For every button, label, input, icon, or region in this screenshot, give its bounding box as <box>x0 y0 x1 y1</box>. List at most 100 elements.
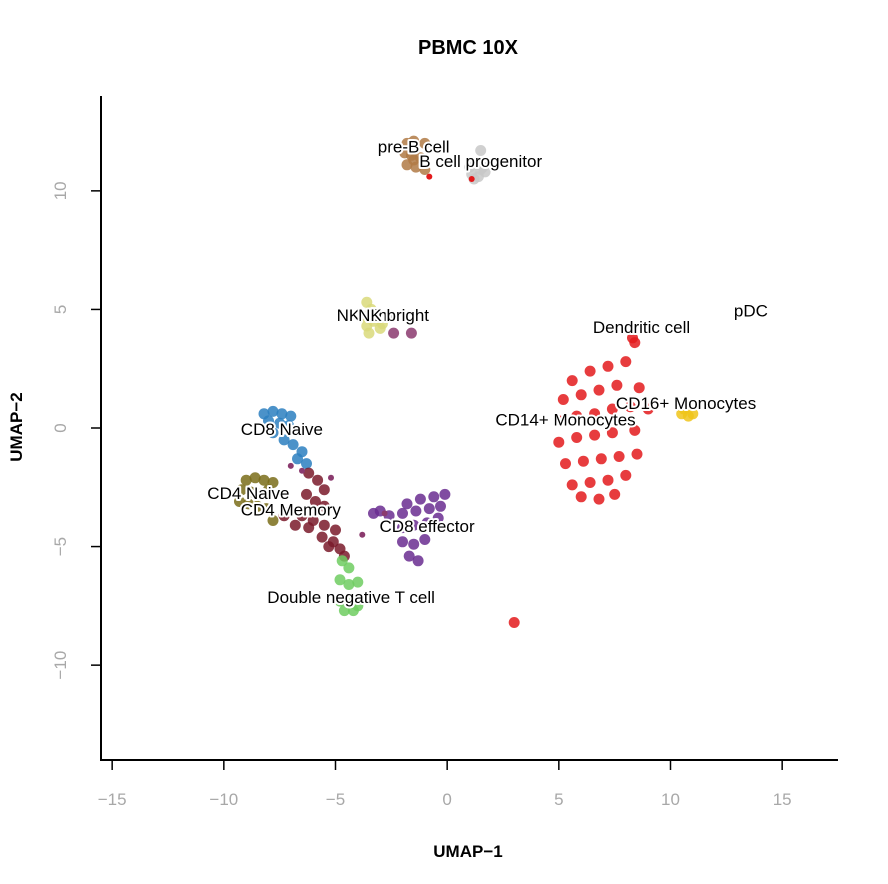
point-cluster-5-6 <box>254 488 266 500</box>
point-cluster-9-14 <box>624 401 636 413</box>
axes-frame <box>100 96 838 761</box>
point-cluster-6-3 <box>301 488 312 500</box>
cluster-label-8: Double negative T cell <box>267 588 435 607</box>
x-tick-label-5: 10 <box>661 790 680 809</box>
point-cluster-9-32 <box>609 488 621 500</box>
stray-point-1-2 <box>287 462 294 469</box>
point-cluster-9-29 <box>620 469 632 481</box>
point-cluster-7-13 <box>408 538 420 550</box>
point-cluster-4-12 <box>301 458 312 470</box>
point-cluster-1-8 <box>475 164 487 175</box>
chart-title: PBMC 10X <box>418 37 519 59</box>
cluster-label-7: CD8 effector <box>380 517 475 536</box>
x-axis-title: UMAP−1 <box>433 842 502 861</box>
point-cluster-6-5 <box>318 500 330 512</box>
point-cluster-9-25 <box>631 448 643 460</box>
y-tick-label-4: 10 <box>51 181 70 200</box>
stray-point-0-0 <box>426 173 433 180</box>
point-cluster-9-0 <box>566 375 578 387</box>
stray-point-1-3 <box>359 531 366 538</box>
point-cluster-9-22 <box>577 455 589 467</box>
point-cluster-3-0 <box>388 327 400 339</box>
point-cluster-9-5 <box>557 394 569 405</box>
point-cluster-7-8 <box>397 522 408 534</box>
cluster-label-0: pre-B cell <box>378 138 450 157</box>
point-cluster-5-7 <box>263 484 274 496</box>
point-cluster-5-10 <box>251 500 263 512</box>
x-tick-label-0: −15 <box>98 790 127 809</box>
point-cluster-9-21 <box>560 458 571 470</box>
point-cluster-7-16 <box>412 555 424 567</box>
point-cluster-9-12 <box>589 408 601 420</box>
point-cluster-2-6 <box>363 327 375 339</box>
y-axis-ticks: −10 −5 0 5 10 <box>51 181 101 680</box>
point-cluster-4-1 <box>267 405 279 417</box>
point-cluster-6-11 <box>303 522 315 534</box>
y-axis-title: UMAP−2 <box>7 392 26 461</box>
x-axis-ticks: −15 −10 −5 0 5 10 15 <box>98 760 792 809</box>
point-cluster-9-17 <box>571 432 583 443</box>
stray-point-1-0 <box>328 474 334 481</box>
point-cluster-6-9 <box>318 519 330 531</box>
stray-point-0-1 <box>468 176 475 182</box>
point-cluster-6-17 <box>289 519 301 531</box>
point-cluster-7-5 <box>410 505 422 517</box>
point-cluster-0-8 <box>419 164 431 175</box>
point-cluster-5-4 <box>236 484 248 496</box>
point-cluster-4-9 <box>287 439 299 451</box>
point-cluster-6-16 <box>323 541 335 553</box>
cluster-label-9: CD14+ Monocytes <box>495 410 635 429</box>
point-cluster-5-11 <box>260 503 272 515</box>
point-cluster-5-1 <box>249 472 261 484</box>
point-cluster-9-6 <box>575 389 587 401</box>
point-cluster-9-26 <box>566 479 578 491</box>
cluster-label-6: CD4 Memory <box>241 500 342 519</box>
point-cluster-6-4 <box>309 496 321 507</box>
point-cluster-0-2 <box>419 137 431 149</box>
point-cluster-1-7 <box>475 145 487 156</box>
cluster-label-2: NK dim <box>337 306 393 325</box>
point-cluster-3-1 <box>405 327 417 339</box>
points-layer <box>234 135 699 628</box>
cluster-label-5: CD4 Naive <box>207 484 289 503</box>
point-cluster-7-3 <box>439 488 451 500</box>
x-tick-label-3: 0 <box>442 790 451 809</box>
x-tick-label-1: −10 <box>209 790 238 809</box>
y-tick-label-3: 5 <box>51 305 70 314</box>
point-cluster-4-6 <box>283 420 295 432</box>
point-cluster-9-27 <box>584 477 596 488</box>
point-cluster-9-1 <box>584 365 596 377</box>
point-cluster-4-3 <box>285 410 297 422</box>
point-cluster-9-13 <box>606 403 618 415</box>
point-cluster-4-4 <box>263 415 274 427</box>
point-cluster-6-12 <box>316 531 328 543</box>
point-cluster-9-33 <box>508 617 520 628</box>
point-cluster-5-2 <box>258 474 270 486</box>
point-cluster-6-10 <box>330 524 341 536</box>
x-tick-label-4: 5 <box>554 790 563 809</box>
point-cluster-10-3 <box>678 403 690 415</box>
point-cluster-5-0 <box>240 474 252 486</box>
point-cluster-6-1 <box>312 474 324 486</box>
point-cluster-9-20 <box>629 424 641 436</box>
point-cluster-7-6 <box>423 503 435 515</box>
point-cluster-9-11 <box>571 410 583 422</box>
stray-point-1-1 <box>299 467 305 474</box>
point-cluster-7-14 <box>419 534 431 545</box>
point-cluster-7-2 <box>428 491 440 503</box>
point-cluster-7-1 <box>414 493 426 505</box>
x-tick-label-6: 15 <box>773 790 792 809</box>
point-cluster-5-12 <box>267 515 279 526</box>
point-cluster-8-8 <box>338 605 350 617</box>
point-cluster-8-0 <box>336 555 348 567</box>
point-cluster-9-31 <box>593 493 605 505</box>
point-cluster-7-12 <box>397 536 408 548</box>
point-cluster-8-4 <box>352 576 364 588</box>
point-cluster-7-4 <box>397 507 408 519</box>
point-cluster-2-7 <box>370 308 382 320</box>
point-cluster-7-18 <box>368 507 379 519</box>
y-tick-label-1: −5 <box>51 537 70 556</box>
point-cluster-8-3 <box>343 579 355 590</box>
point-cluster-6-2 <box>318 484 330 496</box>
